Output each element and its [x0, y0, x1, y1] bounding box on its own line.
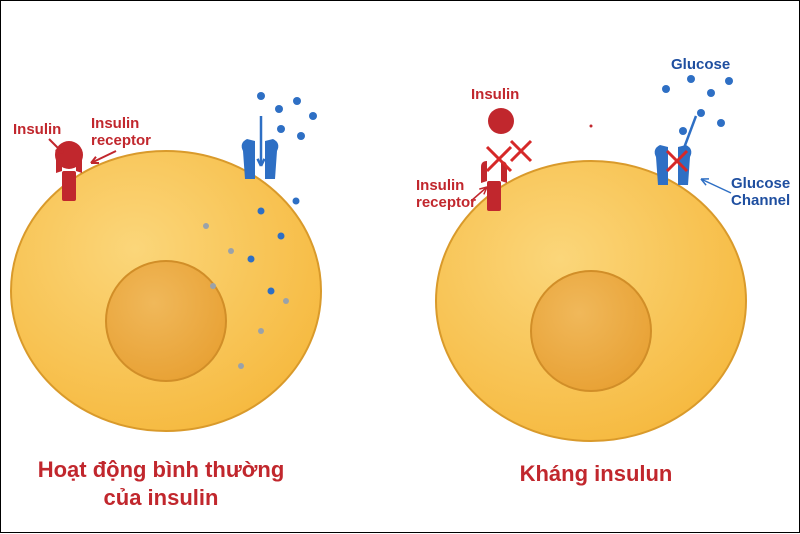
glucose-dot — [283, 298, 289, 304]
nucleus — [531, 271, 651, 391]
right-glucose-label: Glucose — [671, 56, 730, 73]
glucose-dot — [248, 256, 255, 263]
glucose-dot — [293, 198, 300, 205]
glucose-dot — [258, 208, 265, 215]
right-channel-label: Glucose Channel — [731, 176, 790, 209]
right-receptor-label: Insulin receptor — [416, 178, 476, 211]
insulin-receptor-stem — [487, 181, 501, 211]
glucose-dot — [717, 119, 725, 127]
glucose-dot — [725, 77, 733, 85]
glucose-dot — [210, 283, 216, 289]
left-receptor-label: Insulin receptor — [91, 116, 151, 149]
glucose-dot — [275, 105, 283, 113]
glucose-dot — [203, 223, 209, 229]
glucose-dot — [297, 132, 305, 140]
glucose-channel-right — [265, 139, 278, 179]
glucose-dot — [278, 233, 285, 240]
insulin-ball — [488, 108, 514, 134]
left-caption: Hoạt động bình thường của insulin — [11, 456, 311, 511]
right-insulin-label: Insulin — [471, 86, 519, 103]
glucose-dot — [238, 363, 244, 369]
insulin-ball — [55, 141, 83, 169]
glucose-dot — [687, 75, 695, 83]
nucleus — [106, 261, 226, 381]
glucose-dot — [277, 125, 285, 133]
glucose-dot — [257, 92, 265, 100]
glucose-dot — [662, 85, 670, 93]
glucose-dot — [258, 328, 264, 334]
glucose-dot — [293, 97, 301, 105]
glucose-dot — [228, 248, 234, 254]
right-caption: Kháng insulun — [471, 461, 721, 487]
left-insulin-label: Insulin — [13, 121, 61, 138]
glucose-dot — [679, 127, 687, 135]
glucose-dot — [707, 89, 715, 97]
glucose-dot — [268, 288, 275, 295]
insulin-receptor-stem — [62, 171, 76, 201]
glucose-dot — [309, 112, 317, 120]
glucose-dot — [697, 109, 705, 117]
